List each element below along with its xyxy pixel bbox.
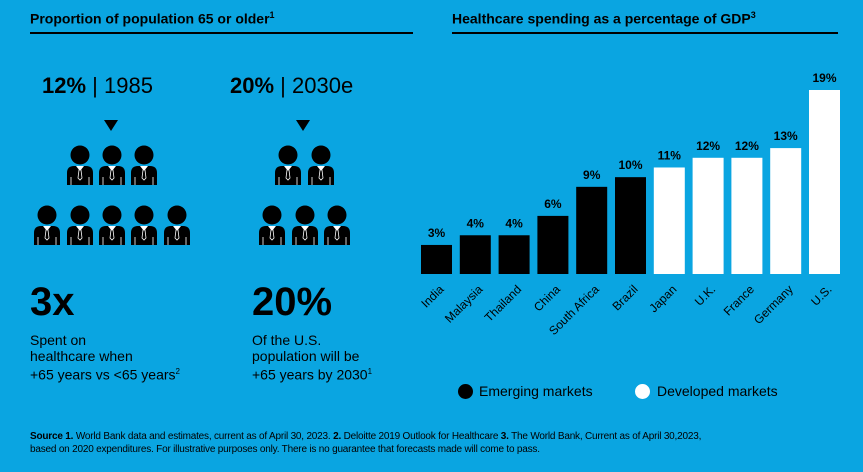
bar-india — [421, 244, 452, 274]
category-label: Japan — [646, 282, 679, 315]
legend-emerging-swatch — [458, 384, 473, 399]
stat-2030e-separator: | — [280, 73, 286, 98]
stat-1985-separator: | — [92, 73, 98, 98]
fact-3x-text: Spent on healthcare when +65 years vs <6… — [30, 332, 180, 383]
legend-developed-label: Developed markets — [657, 383, 778, 399]
legend-emerging-label: Emerging markets — [479, 383, 593, 399]
category-label: Brazil — [609, 282, 640, 313]
chart-title-rule — [452, 32, 838, 34]
bar-value-label: 12% — [696, 139, 720, 153]
person-icon — [273, 145, 303, 185]
bar-value-label: 4% — [505, 216, 523, 230]
bar-value-label: 11% — [658, 148, 682, 162]
legend-developed-swatch — [635, 384, 650, 399]
bar-chart: 3%India4%Malaysia4%Thailand6%China9%Sout… — [418, 71, 840, 338]
stat-2030e: 20% | 2030e — [230, 73, 353, 99]
left-title-rule — [30, 32, 413, 34]
people-group-2030e — [245, 145, 365, 255]
bar-china — [537, 215, 569, 274]
person-icon — [322, 205, 352, 245]
category-label: U.K. — [692, 282, 718, 308]
arrow-down-icon — [104, 120, 118, 131]
arrow-down-icon — [296, 120, 310, 131]
left-panel-title: Proportion of population 65 or older1 — [30, 10, 275, 27]
person-icon — [65, 145, 95, 185]
bar-malaysia — [459, 235, 491, 274]
person-icon — [162, 205, 192, 245]
chart-title: Healthcare spending as a percentage of G… — [452, 10, 756, 27]
bar-value-label: 13% — [774, 129, 798, 143]
person-icon — [257, 205, 287, 245]
bar-france — [731, 157, 763, 274]
bar-value-label: 19% — [812, 71, 836, 85]
category-label: India — [418, 282, 447, 311]
stat-1985-year: 1985 — [104, 73, 153, 98]
category-label: Thailand — [482, 282, 524, 324]
source-label: Source — [30, 431, 63, 442]
category-label: Malaysia — [442, 282, 486, 326]
category-label: France — [721, 282, 758, 319]
bar-germany — [770, 148, 802, 274]
person-icon — [32, 205, 62, 245]
fact-20pct-value: 20% — [252, 280, 333, 324]
bar-value-label: 9% — [583, 168, 601, 182]
bar-value-label: 10% — [618, 158, 642, 172]
person-icon — [306, 145, 336, 185]
stat-1985-percent: 12% — [42, 73, 87, 98]
source-footnote: Source 1. World Bank data and estimates,… — [30, 431, 702, 455]
bar-thailand — [498, 235, 530, 274]
stat-1985: 12% | 1985 — [42, 73, 153, 99]
person-icon — [290, 205, 320, 245]
bar-value-label: 4% — [467, 216, 485, 230]
bar-japan — [653, 167, 685, 274]
person-icon — [65, 205, 95, 245]
fact-20pct-text: Of the U.S. population will be +65 years… — [252, 332, 373, 383]
person-icon — [129, 145, 159, 185]
category-label: China — [531, 282, 563, 314]
stat-2030e-year: 2030e — [292, 73, 354, 98]
bar-south-africa — [576, 186, 608, 274]
category-label: U.S. — [808, 282, 834, 308]
fact-3x-value: 3x — [30, 280, 75, 324]
person-icon — [97, 205, 127, 245]
category-label: Germany — [751, 282, 796, 327]
bar-value-label: 3% — [428, 226, 446, 240]
person-icon — [97, 145, 127, 185]
bar-u-s- — [809, 90, 840, 274]
bar-value-label: 12% — [735, 139, 759, 153]
bar-u-k- — [692, 157, 724, 274]
person-icon — [129, 205, 159, 245]
bar-brazil — [615, 177, 646, 274]
bar-value-label: 6% — [544, 197, 562, 211]
stat-2030e-percent: 20% — [230, 73, 275, 98]
people-group-1985 — [25, 145, 205, 255]
